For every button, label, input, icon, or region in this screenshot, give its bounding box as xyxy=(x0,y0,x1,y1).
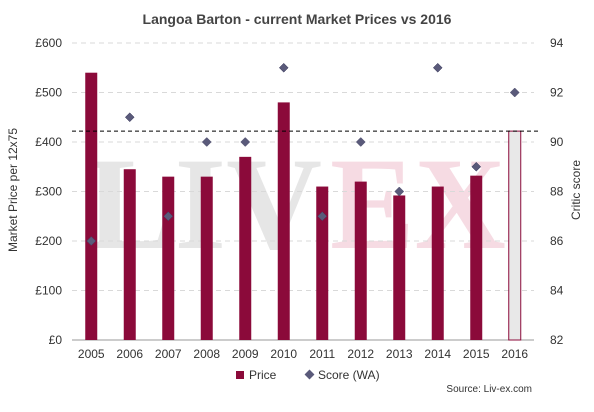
x-tick-label: 2005 xyxy=(78,347,105,361)
x-tick-label: 2016 xyxy=(501,347,528,361)
price-bar-2010 xyxy=(277,102,290,341)
legend-score-label: Score (WA) xyxy=(318,368,380,382)
x-tick-label: 2015 xyxy=(463,347,490,361)
axis-ticks: £0 £100 £200 £300 £400 £500 £600 82 84 86 88 90 92 94… xyxy=(35,36,563,361)
y-tick-label: £300 xyxy=(35,185,62,199)
score-marker-2011 xyxy=(317,211,328,222)
x-tick-label: 2013 xyxy=(386,347,413,361)
score-marker-2009 xyxy=(240,137,251,147)
score-marker-2013 xyxy=(394,186,405,197)
score-marker-2015 xyxy=(471,161,482,172)
price-bar-2009 xyxy=(239,156,252,340)
legend: Price Score (WA) xyxy=(236,368,380,382)
y2-tick-label: 84 xyxy=(550,284,564,298)
y2-tick-label: 92 xyxy=(550,86,564,100)
price-bar-2008 xyxy=(200,176,213,340)
y-tick-label: £0 xyxy=(49,333,63,347)
score-marker-2006 xyxy=(124,112,135,123)
x-tick-label: 2006 xyxy=(116,347,143,361)
gridlines xyxy=(72,42,534,341)
price-bar-2015 xyxy=(470,175,483,340)
score-marker-2005 xyxy=(86,236,97,246)
y2-tick-label: 82 xyxy=(550,333,564,347)
y2-tick-label: 94 xyxy=(550,36,564,50)
y2-tick-label: 90 xyxy=(550,135,564,149)
score-marker-2008 xyxy=(201,137,212,147)
y-tick-label: £400 xyxy=(35,135,62,149)
y2-tick-label: 86 xyxy=(550,234,564,248)
score-marker-2007 xyxy=(163,211,174,222)
chart-title: Langoa Barton - current Market Prices vs… xyxy=(143,11,452,27)
price-bar-2005 xyxy=(85,72,98,340)
price-bar-2013 xyxy=(393,195,406,340)
legend-score-marker xyxy=(304,369,315,380)
score-marker-2010 xyxy=(278,62,289,73)
y-tick-label: £200 xyxy=(35,234,62,248)
x-tick-label: 2008 xyxy=(193,347,220,361)
x-tick-label: 2010 xyxy=(270,347,297,361)
x-tick-label: 2011 xyxy=(309,347,335,361)
y-axis-title: Market Price per 12x75 xyxy=(6,128,20,252)
legend-price-swatch xyxy=(236,371,244,379)
price-bar-2014 xyxy=(431,186,444,340)
price-bar-2007 xyxy=(162,176,175,340)
y2-tick-label: 88 xyxy=(550,185,564,199)
y-tick-label: £100 xyxy=(35,284,62,298)
score-marker-2016 xyxy=(509,87,520,98)
price-bars xyxy=(85,72,522,341)
score-marker-2014 xyxy=(432,62,443,73)
y-tick-label: £600 xyxy=(35,36,62,50)
price-bar-2012 xyxy=(354,181,367,340)
score-markers xyxy=(86,62,520,246)
legend-price-label: Price xyxy=(249,368,277,382)
x-tick-label: 2009 xyxy=(232,347,259,361)
y2-axis-title: Critic score xyxy=(569,160,583,220)
x-tick-label: 2007 xyxy=(155,347,182,361)
x-tick-label: 2014 xyxy=(424,347,451,361)
price-bar-2016 xyxy=(508,130,522,341)
score-marker-2012 xyxy=(355,137,366,147)
y-tick-label: £500 xyxy=(35,86,62,100)
price-bar-2011 xyxy=(316,186,329,340)
price-bar-2006 xyxy=(123,169,136,340)
source-note: Source: Liv-ex.com xyxy=(446,384,532,395)
x-tick-label: 2012 xyxy=(347,347,374,361)
